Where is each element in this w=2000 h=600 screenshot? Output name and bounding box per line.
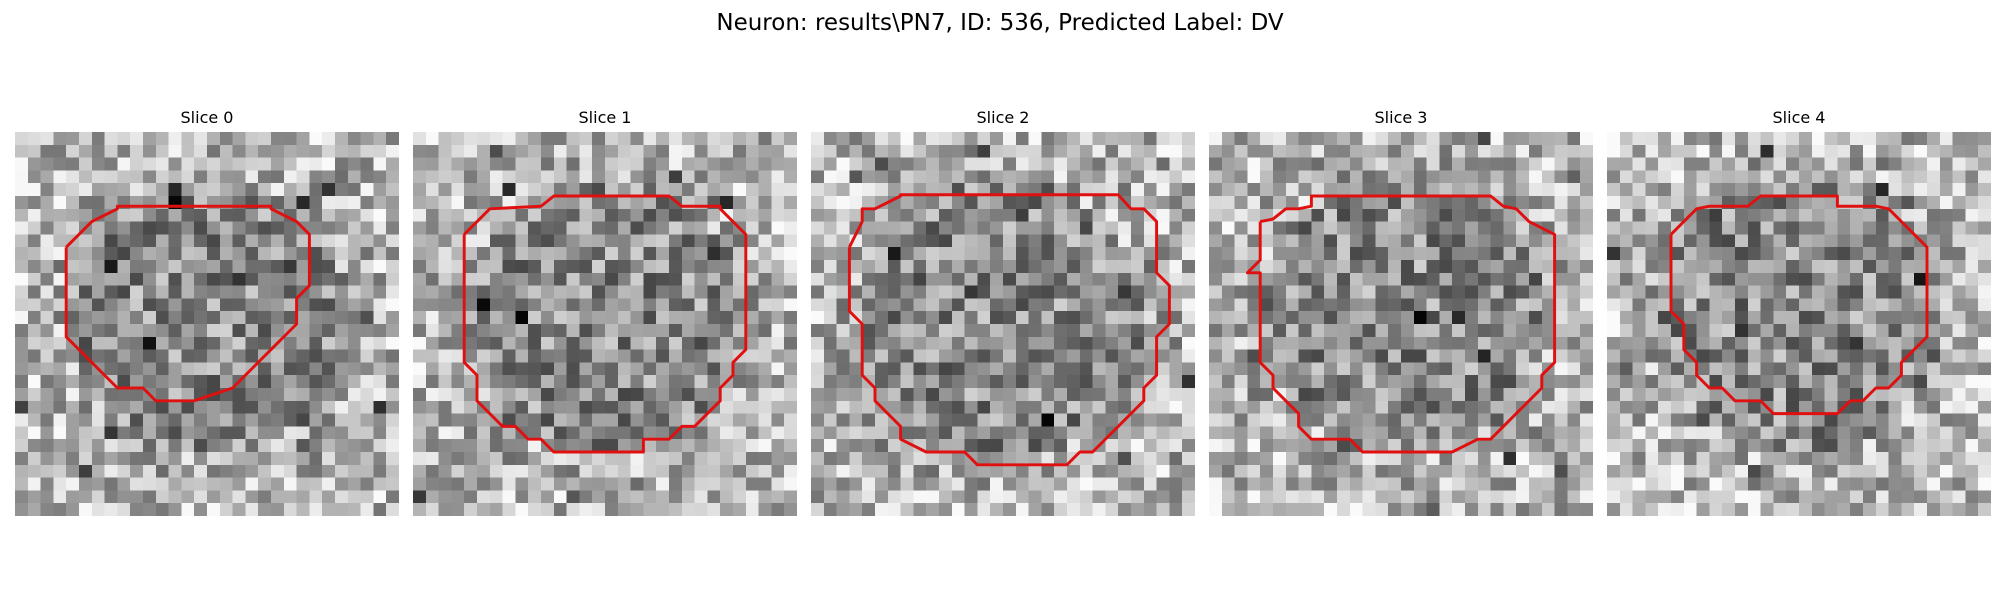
slice-panel-4: Slice 4: [1607, 108, 1991, 516]
slice-image-0: [15, 132, 399, 516]
grayscale-pixels: [1607, 132, 1991, 516]
slice-panel-2: Slice 2: [811, 108, 1195, 516]
slice-panel-1: Slice 1: [413, 108, 797, 516]
segmentation-contour: [462, 194, 748, 454]
slice-title: Slice 0: [180, 108, 234, 127]
segmentation-contour: [1245, 194, 1557, 454]
slice-panel-3: Slice 3: [1209, 108, 1593, 516]
slice-image-3: [1209, 132, 1593, 516]
slice-title: Slice 1: [578, 108, 632, 127]
segmentation-contour: [847, 193, 1171, 467]
segmentation-contour: [64, 204, 311, 403]
slice-image-1: [413, 132, 797, 516]
slice-title: Slice 3: [1374, 108, 1428, 127]
slice-image-4: [1607, 132, 1991, 516]
segmentation-contour: [1669, 194, 1929, 416]
slice-image-2: [811, 132, 1195, 516]
grayscale-pixels: [413, 132, 797, 516]
slice-panel-0: Slice 0: [15, 108, 399, 516]
slice-title: Slice 2: [976, 108, 1030, 127]
grayscale-pixels: [15, 132, 399, 516]
slice-title: Slice 4: [1772, 108, 1826, 127]
figure-title: Neuron: results\PN7, ID: 536, Predicted …: [716, 10, 1284, 36]
grayscale-pixels: [811, 132, 1195, 516]
grayscale-pixels: [1209, 132, 1593, 516]
